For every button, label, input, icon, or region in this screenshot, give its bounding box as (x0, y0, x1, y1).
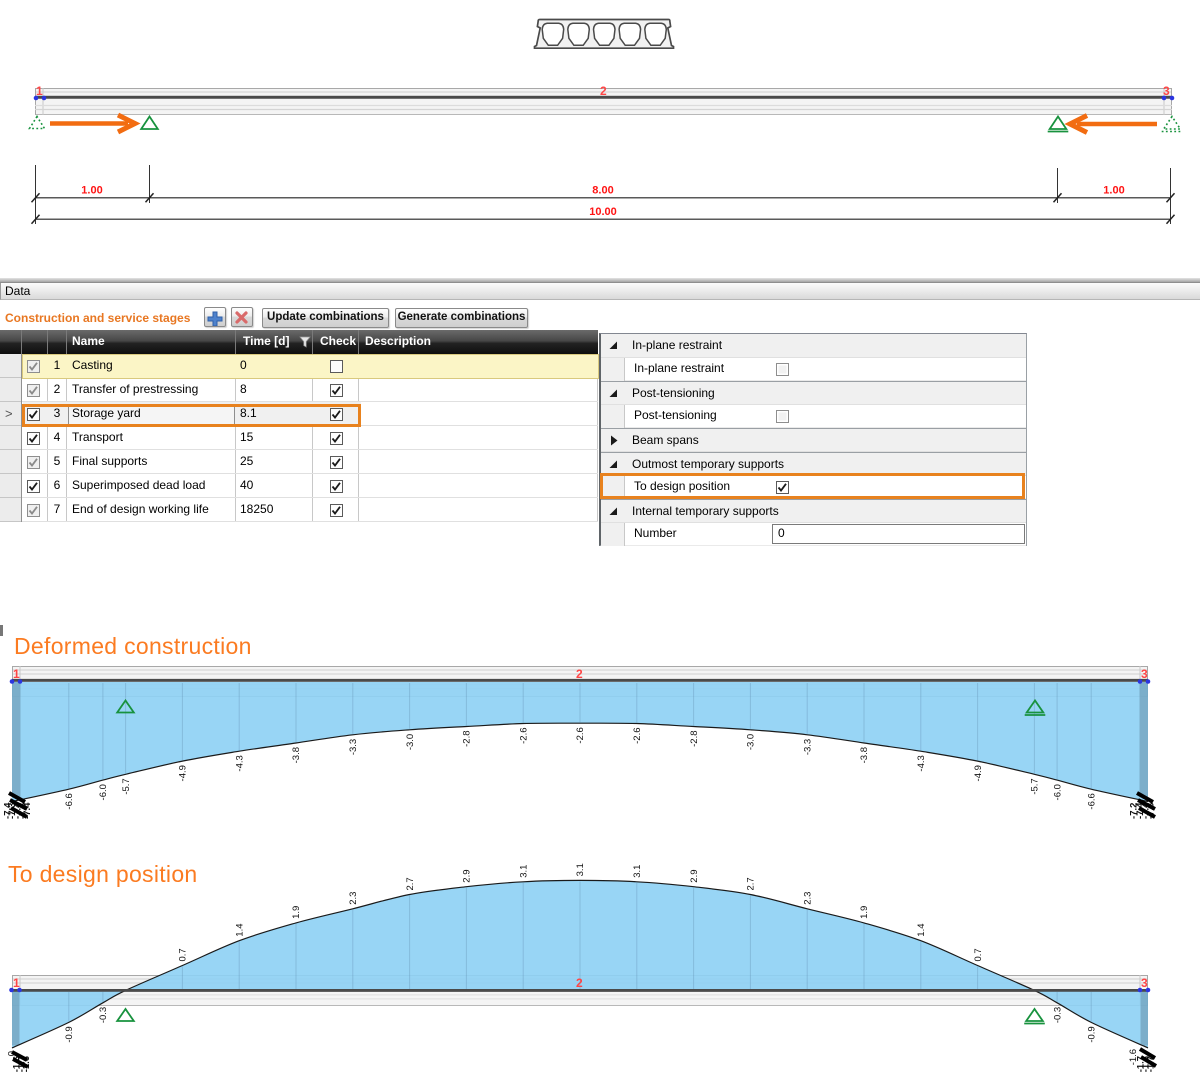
svg-text:-7.4: -7.4 (3, 802, 14, 819)
svg-text:2.9: 2.9 (689, 869, 700, 882)
svg-text:10.00: 10.00 (589, 206, 617, 218)
svg-text:-4.3: -4.3 (916, 755, 927, 771)
svg-text:-3.8: -3.8 (291, 747, 302, 763)
svg-text:-2.8: -2.8 (689, 731, 700, 747)
svg-text:2.3: 2.3 (348, 892, 359, 905)
svg-text:2.7: 2.7 (405, 877, 416, 890)
svg-text:-6.0: -6.0 (1052, 784, 1063, 800)
svg-text:-6.6: -6.6 (64, 793, 75, 809)
svg-text:2: 2 (576, 667, 583, 681)
svg-text:-2.6: -2.6 (575, 727, 586, 743)
svg-text:3: 3 (1141, 976, 1148, 990)
svg-text:-1.7: -1.7 (1136, 1056, 1147, 1072)
svg-text:-4.9: -4.9 (973, 765, 984, 781)
svg-text:-2.8: -2.8 (462, 731, 473, 747)
svg-text:-4.3: -4.3 (234, 755, 245, 771)
svg-text:1: 1 (13, 976, 20, 990)
svg-text:3: 3 (1141, 667, 1148, 681)
svg-text:-7.4: -7.4 (22, 802, 33, 819)
svg-text:-0.9: -0.9 (64, 1026, 75, 1042)
svg-text:1.9: 1.9 (859, 906, 870, 919)
svg-text:-7.3: -7.3 (1146, 803, 1157, 819)
svg-text:2.7: 2.7 (746, 877, 757, 890)
svg-text:-2.6: -2.6 (518, 728, 529, 744)
svg-text:8.00: 8.00 (592, 185, 613, 197)
svg-text:1.9: 1.9 (291, 906, 302, 919)
svg-text:-3.3: -3.3 (802, 739, 813, 755)
svg-text:-0.9: -0.9 (1086, 1026, 1097, 1042)
svg-text:0.7: 0.7 (973, 948, 984, 961)
svg-text:1.4: 1.4 (916, 923, 927, 936)
svg-text:1.4: 1.4 (234, 923, 245, 936)
svg-text:-3.3: -3.3 (348, 739, 359, 755)
svg-text:-4.9: -4.9 (178, 765, 189, 781)
svg-text:-5.7: -5.7 (121, 778, 132, 794)
svg-text:2.3: 2.3 (802, 892, 813, 905)
svg-text:-3.8: -3.8 (859, 747, 870, 763)
svg-text:2.9: 2.9 (462, 869, 473, 882)
svg-text:-7.3: -7.3 (18, 803, 29, 819)
svg-text:-2.6: -2.6 (632, 728, 643, 744)
svg-text:0.7: 0.7 (178, 948, 189, 961)
svg-text:-3.0: -3.0 (746, 734, 757, 750)
svg-text:1: 1 (36, 84, 43, 98)
svg-text:1.00: 1.00 (81, 185, 102, 197)
svg-text:-5.7: -5.7 (1030, 778, 1041, 794)
svg-text:-7.2: -7.2 (1129, 803, 1140, 819)
svg-text:2: 2 (576, 976, 583, 990)
svg-text:-6.6: -6.6 (1086, 793, 1097, 809)
svg-text:3: 3 (1163, 84, 1170, 98)
svg-text:3.1: 3.1 (518, 865, 529, 878)
svg-text:3.1: 3.1 (632, 865, 643, 878)
svg-text:1.00: 1.00 (1103, 185, 1124, 197)
svg-text:-0.3: -0.3 (98, 1007, 109, 1023)
svg-text:-0.3: -0.3 (1052, 1007, 1063, 1023)
svg-text:-6.0: -6.0 (98, 784, 109, 800)
svg-text:3.1: 3.1 (575, 863, 586, 876)
svg-text:-1.6: -1.6 (12, 1056, 23, 1072)
svg-text:-1.6: -1.6 (1128, 1049, 1139, 1065)
svg-text:2: 2 (600, 84, 607, 98)
svg-text:-1.6: -1.6 (1141, 1056, 1152, 1072)
svg-text:-3.0: -3.0 (405, 734, 416, 750)
svg-text:1: 1 (13, 667, 20, 681)
